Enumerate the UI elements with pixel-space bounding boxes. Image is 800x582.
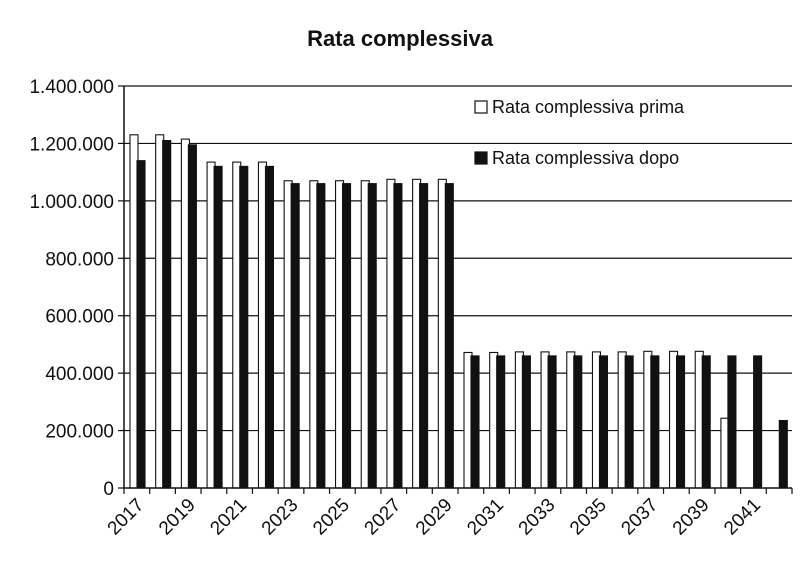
bar-dopo-2021 [239, 165, 249, 489]
legend-swatch-prima [474, 100, 488, 114]
x-tick-label: 2037 [617, 495, 662, 540]
axes [123, 86, 792, 489]
x-tick-label: 2019 [155, 495, 200, 540]
bar-dopo-2022 [264, 165, 275, 489]
x-tick-label: 2031 [463, 495, 508, 540]
x-tick-label: 2025 [309, 495, 354, 540]
x-tick-labels: 2017 2019 2021 2023 2025 2027 2029 2031 2033 2035… [104, 488, 793, 540]
bar-dopo-2041 [753, 355, 763, 489]
y-tick-label: 200.000 [45, 422, 114, 443]
legend-swatch-dopo [474, 151, 488, 165]
bar-dopo-2038 [675, 355, 686, 489]
bar-dopo-2040 [727, 355, 737, 489]
bar-dopo-2030 [470, 355, 480, 489]
bars [129, 134, 788, 489]
bar-dopo-2034 [573, 355, 583, 489]
x-tick-label: 2035 [566, 495, 611, 540]
bar-dopo-2024 [316, 183, 326, 489]
legend: Rata complessiva prima Rata complessiva … [474, 97, 685, 168]
x-tick-label: 2027 [361, 495, 406, 540]
bar-dopo-2029 [444, 183, 454, 489]
x-tick-label: 2029 [412, 495, 457, 540]
bar-dopo-2017 [136, 160, 146, 489]
x-tick-label: 2039 [669, 495, 714, 540]
bar-dopo-2025 [341, 183, 352, 489]
bar-dopo-2039 [701, 355, 711, 489]
bar-dopo-2023 [290, 183, 300, 489]
x-tick-label: 2023 [258, 495, 303, 540]
y-tick-labels: 0 200.000 400.000 600.000 800.000 1.000.000 1.… [29, 77, 114, 500]
bar-dopo-2035 [598, 355, 609, 489]
chart-title: Rata complessiva [307, 26, 493, 51]
y-tick-label: 1.200.000 [29, 134, 114, 155]
bar-dopo-2018 [162, 140, 172, 489]
y-tick-label: 400.000 [45, 364, 114, 385]
bar-dopo-2027 [393, 183, 403, 489]
bar-dopo-2036 [624, 355, 634, 489]
x-tick-label: 2021 [206, 495, 251, 540]
bar-dopo-2033 [547, 355, 557, 489]
y-tick-label: 600.000 [45, 307, 114, 328]
x-tick-label: 2017 [104, 495, 149, 540]
bar-dopo-2019 [187, 144, 197, 489]
x-tick-label: 2041 [720, 495, 765, 540]
y-tick-label: 1.000.000 [29, 192, 114, 213]
x-tick-label: 2033 [515, 495, 560, 540]
y-tick-label: 800.000 [45, 249, 114, 270]
y-tick-label: 1.400.000 [29, 77, 114, 98]
bar-dopo-2020 [213, 165, 223, 489]
legend-label-dopo: Rata complessiva dopo [492, 148, 679, 168]
bar-dopo-2031 [496, 355, 506, 489]
bar-dopo-2032 [521, 355, 531, 489]
bar-dopo-2028 [419, 183, 429, 489]
y-tick-label: 0 [103, 479, 114, 500]
bar-dopo-2042 [778, 419, 788, 489]
bar-dopo-2037 [650, 355, 660, 489]
legend-label-prima: Rata complessiva prima [492, 97, 685, 117]
bar-dopo-2026 [367, 183, 377, 489]
